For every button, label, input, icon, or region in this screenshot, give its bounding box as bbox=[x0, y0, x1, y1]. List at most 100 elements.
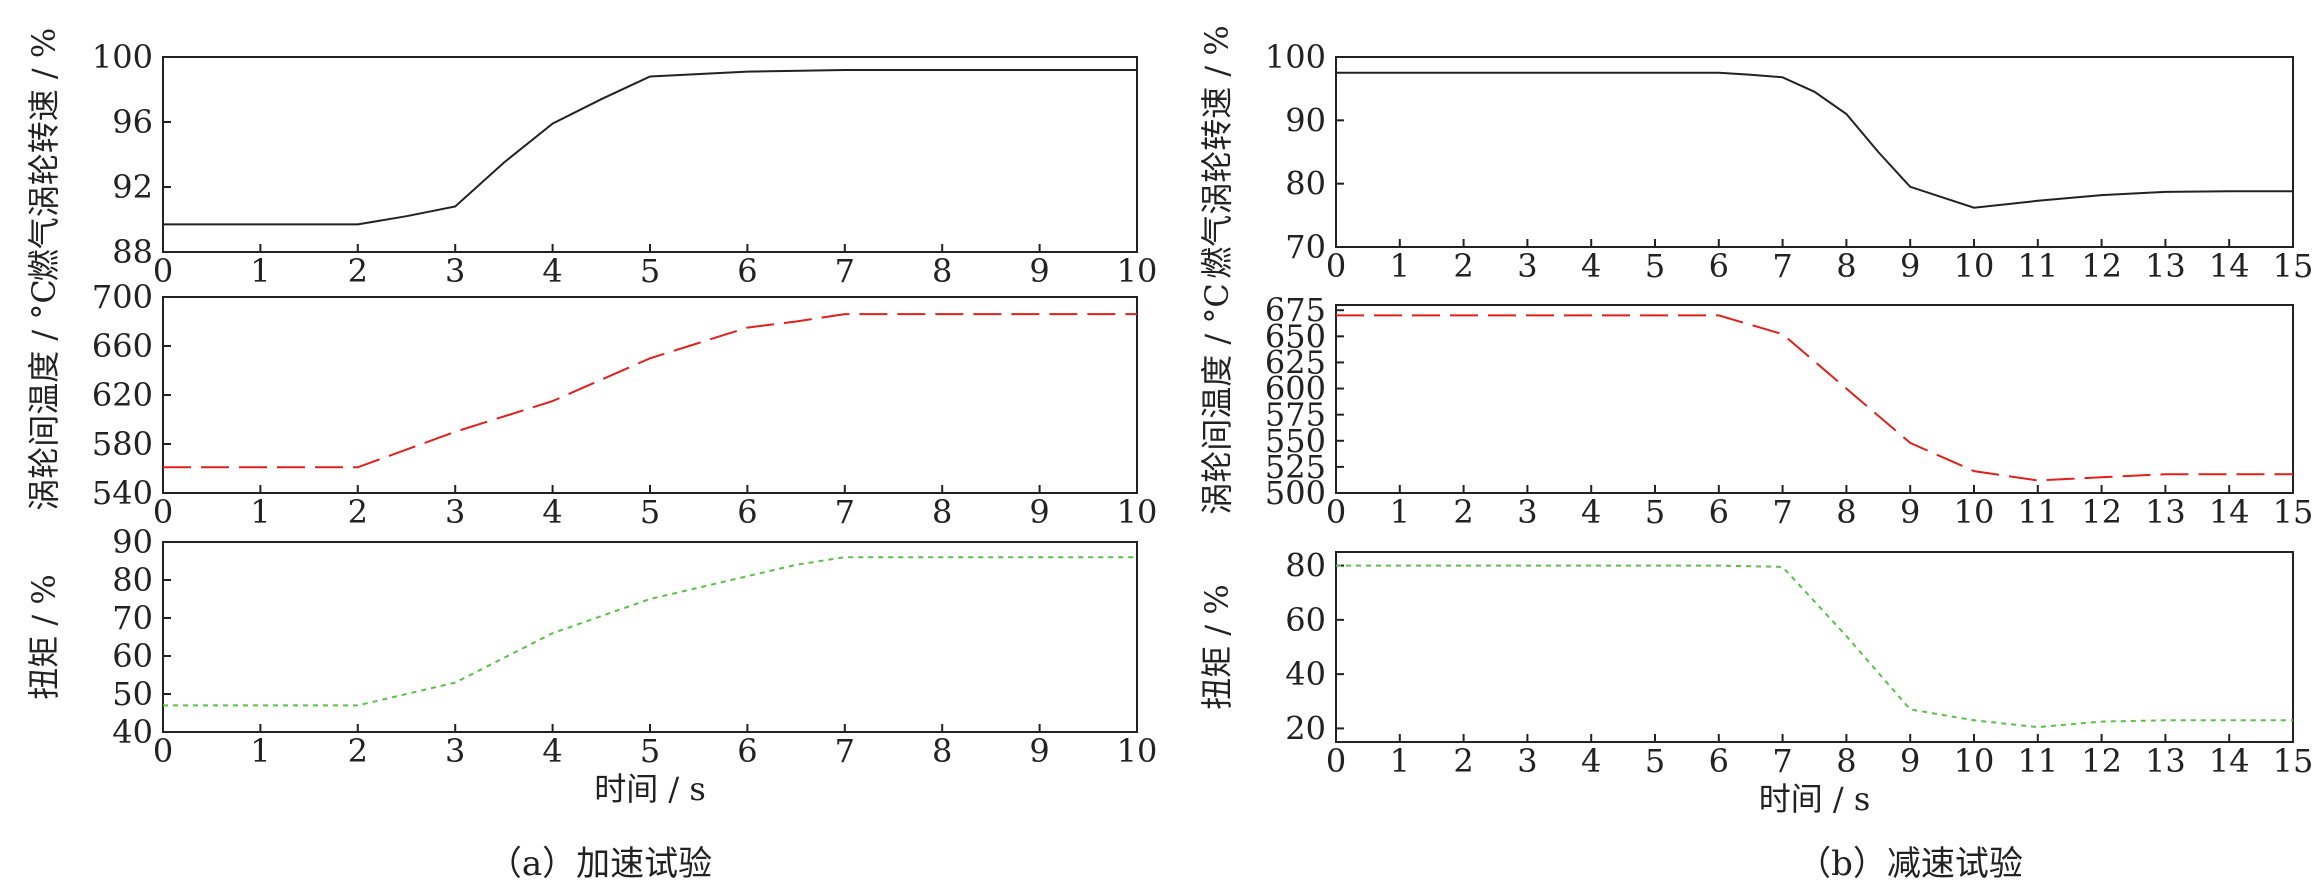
x-tick-label: 0 bbox=[153, 732, 173, 770]
y-tick-label: 100 bbox=[1265, 38, 1326, 76]
x-tick-label: 11 bbox=[2017, 247, 2058, 285]
x-tick-label: 10 bbox=[1117, 493, 1158, 531]
y-tick-label: 70 bbox=[1285, 228, 1326, 266]
series-line bbox=[1336, 564, 2293, 729]
x-tick-label: 13 bbox=[2145, 247, 2186, 285]
x-tick-label: 7 bbox=[835, 252, 855, 290]
x-tick-label: 11 bbox=[2017, 493, 2058, 531]
x-tick-label: 12 bbox=[2081, 742, 2122, 780]
x-tick-label: 5 bbox=[1645, 247, 1665, 285]
x-tick-label: 1 bbox=[1390, 247, 1410, 285]
x-tick-label: 5 bbox=[640, 732, 660, 770]
chart-a-top: 0 1 2 3 4 5 6 7 8 9 10 88 92 96 100 燃气涡轮转速 / % bbox=[25, 28, 1157, 290]
y-tick-label: 100 bbox=[92, 38, 153, 76]
x-tick-label: 12 bbox=[2081, 493, 2122, 531]
x-tick-label: 3 bbox=[445, 252, 465, 290]
x-tick-label: 2 bbox=[1453, 493, 1473, 531]
x-tick-label: 0 bbox=[1326, 493, 1346, 531]
x-tick-label: 4 bbox=[542, 252, 562, 290]
y-tick-label: 80 bbox=[1285, 165, 1326, 203]
x-tick-label: 9 bbox=[1029, 252, 1049, 290]
y-axis-label: 燃气涡轮转速 / % bbox=[1198, 25, 1236, 279]
series-line bbox=[163, 69, 1137, 226]
plot-frame bbox=[1335, 304, 2294, 494]
x-tick-label: 9 bbox=[1900, 247, 1920, 285]
x-tick-label: 4 bbox=[542, 493, 562, 531]
x-tick-label: 8 bbox=[1836, 247, 1856, 285]
x-tick-label: 7 bbox=[1772, 247, 1792, 285]
x-tick-label: 7 bbox=[1772, 742, 1792, 780]
chart-b-mid: 0 1 2 3 4 5 6 7 8 9 10 11 12 13 14 15500525550575600625… bbox=[1198, 283, 2313, 531]
x-tick-label: 1 bbox=[250, 252, 270, 290]
y-tick-label: 620 bbox=[92, 376, 153, 414]
y-tick-label: 20 bbox=[1285, 709, 1326, 747]
x-tick-label: 5 bbox=[1645, 493, 1665, 531]
caption-a: （a）加速试验 bbox=[488, 844, 712, 884]
x-tick-label: 15 bbox=[2273, 247, 2314, 285]
y-tick-label: 60 bbox=[1285, 601, 1326, 639]
y-tick-label: 96 bbox=[112, 103, 153, 141]
y-axis-label: 涡轮间温度 / °C bbox=[1198, 283, 1236, 515]
x-tick-label: 8 bbox=[932, 732, 952, 770]
x-tick-label: 13 bbox=[2145, 493, 2186, 531]
x-tick-label: 9 bbox=[1029, 493, 1049, 531]
y-tick-label: 40 bbox=[112, 713, 153, 751]
y-tick-label: 70 bbox=[112, 599, 153, 637]
x-tick-label: 3 bbox=[1517, 742, 1537, 780]
x-tick-label: 10 bbox=[1954, 742, 1995, 780]
y-tick-label: 80 bbox=[112, 561, 153, 599]
x-tick-label: 7 bbox=[835, 493, 855, 531]
series-line bbox=[1336, 71, 2293, 209]
y-tick-label: 700 bbox=[92, 278, 153, 316]
plot-frame bbox=[1335, 56, 2294, 248]
x-tick-label: 1 bbox=[250, 732, 270, 770]
x-tick-label: 14 bbox=[2209, 742, 2250, 780]
x-tick-label: 0 bbox=[153, 493, 173, 531]
x-tick-label: 1 bbox=[250, 493, 270, 531]
plot-frame bbox=[162, 296, 1138, 494]
y-tick-label: 575 bbox=[1265, 396, 1326, 434]
x-tick-label: 15 bbox=[2273, 493, 2314, 531]
x-tick-label: 14 bbox=[2209, 247, 2250, 285]
x-tick-label: 10 bbox=[1954, 247, 1995, 285]
plot-frame bbox=[162, 541, 1138, 733]
x-tick-label: 11 bbox=[2017, 742, 2058, 780]
x-tick-label: 10 bbox=[1117, 732, 1158, 770]
x-tick-label: 1 bbox=[1390, 493, 1410, 531]
x-tick-label: 7 bbox=[1772, 493, 1792, 531]
x-tick-label: 14 bbox=[2209, 493, 2250, 531]
x-tick-label: 0 bbox=[1326, 247, 1346, 285]
x-tick-label: 2 bbox=[348, 493, 368, 531]
x-axis-label: 时间 / s bbox=[1759, 780, 1871, 818]
x-tick-label: 6 bbox=[737, 732, 757, 770]
x-tick-label: 8 bbox=[932, 493, 952, 531]
y-tick-label: 88 bbox=[112, 233, 153, 271]
x-tick-label: 15 bbox=[2273, 742, 2314, 780]
chart-a-mid: 0 1 2 3 4 5 6 7 8 9 10 540 580 620 660 700 涡轮间温度 / °C bbox=[25, 278, 1157, 531]
x-tick-label: 2 bbox=[348, 732, 368, 770]
x-tick-label: 13 bbox=[2145, 742, 2186, 780]
x-tick-label: 1 bbox=[1390, 742, 1410, 780]
y-tick-label: 90 bbox=[112, 523, 153, 561]
series-line bbox=[1336, 314, 2293, 482]
x-tick-label: 5 bbox=[1645, 742, 1665, 780]
y-tick-label: 90 bbox=[1285, 101, 1326, 139]
x-tick-label: 0 bbox=[153, 252, 173, 290]
plot-frame bbox=[162, 56, 1138, 253]
x-tick-label: 6 bbox=[737, 252, 757, 290]
x-tick-label: 9 bbox=[1900, 742, 1920, 780]
x-tick-label: 6 bbox=[1709, 493, 1729, 531]
y-tick-label: 540 bbox=[92, 474, 153, 512]
x-tick-label: 4 bbox=[1581, 742, 1601, 780]
x-axis-label: 时间 / s bbox=[594, 770, 706, 808]
y-tick-label: 500 bbox=[1265, 474, 1326, 512]
y-tick-label: 40 bbox=[1285, 655, 1326, 693]
y-tick-label: 675 bbox=[1265, 291, 1326, 329]
series-line bbox=[163, 313, 1137, 469]
x-tick-label: 2 bbox=[348, 252, 368, 290]
x-tick-label: 9 bbox=[1900, 493, 1920, 531]
